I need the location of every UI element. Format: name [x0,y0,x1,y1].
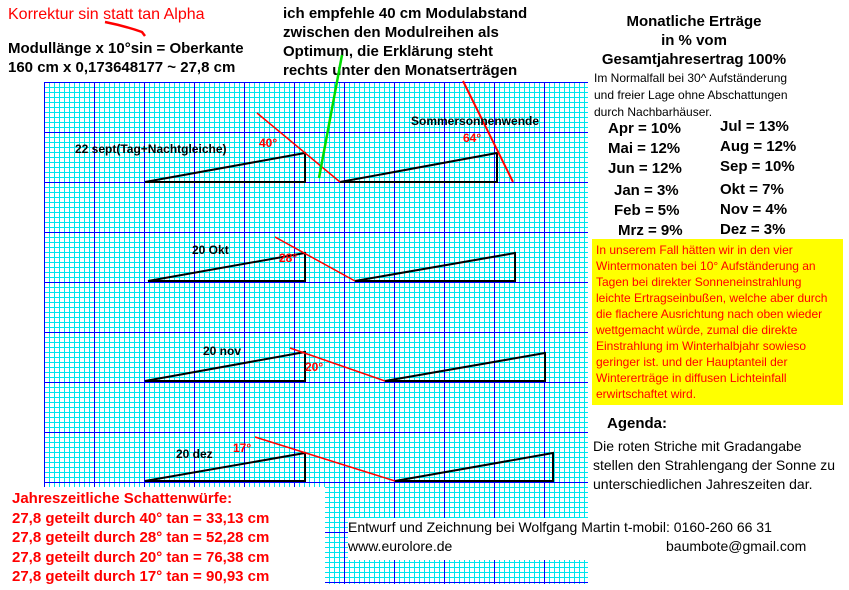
shadow-line: 27,8 geteilt durch 20° tan = 76,38 cm [12,548,270,566]
module-row-dez-1 [144,451,306,482]
winter-note: In unserem Fall hätten wir in den vier W… [592,239,843,405]
yields-title-line: in % vom [661,32,727,49]
yield-value: Nov = 4% [720,201,788,218]
shadows-title: Jahreszeitliche Schattenwürfe: [12,490,233,507]
recommendation-line: ich empfehle 40 cm Modulabstand [283,5,528,22]
recommendation-line: zwischen den Modulreihen als [283,24,499,41]
website-link[interactable]: www.eurolore.de [348,538,453,554]
yield-value: Dez = 3% [720,221,786,238]
sun-ray-summer [462,80,514,183]
yields-note-line: durch Nachbarhäuser. [594,105,713,119]
recommendation-line: rechts unter den Monatserträgen [283,62,518,79]
yields-right-column: Jul = 13% Aug = 12% Sep = 10% Okt = 7% N… [720,117,796,240]
shadow-calculations: Jahreszeitliche Schattenwürfe: 27,8 gete… [0,487,325,590]
yields-title-line: Monatliche Erträge [626,13,762,30]
yield-value: Jan = 3% [614,182,679,199]
sun-ray-okt [274,236,356,282]
shadow-line: 27,8 geteilt durch 28° tan = 52,28 cm [12,529,270,546]
shadow-line: 27,8 geteilt durch 17° tan = 90,93 cm [12,568,270,585]
angle-label-sept: 40° [259,136,278,150]
recommendation-line: Optimum, die Erklärung steht [283,43,494,60]
yields-title: Monatliche Erträge in % vom Gesamtjahres… [594,12,794,69]
yield-value: Mrz = 9% [618,222,683,239]
yield-value: Jun = 12% [608,160,682,177]
yields-note-line: und freier Lage ohne Abschattungen [594,88,788,102]
formula-line-2: 160 cm x 0,173648177 ~ 27,8 cm [8,59,236,76]
module-row-nov-2 [384,351,546,382]
yield-value: Okt = 7% [720,181,784,198]
row-label-sept: 22 sept(Tag+Nachtgleiche) [75,142,227,156]
module-row-sept-1 [144,151,306,183]
yield-value: Apr = 10% [608,120,681,137]
credits-line: Entwurf und Zeichnung bei Wolfgang Marti… [348,519,772,535]
yields-note-line: Im Normalfall bei 30^ Aufständerung [594,71,788,85]
module-row-okt-1 [147,251,306,282]
angle-label-okt: 28° [279,251,298,265]
correction-pointer [104,20,146,37]
sun-ray-dez [254,436,396,482]
formula-line-1: Modullänge x 10°sin = Oberkante [8,40,244,57]
angle-label-nov: 20° [305,360,324,374]
shadow-line: 27,8 geteilt durch 40° tan = 33,13 cm [12,509,270,527]
yield-value: Aug = 12% [720,138,797,155]
row-label-nov: 20 nov [203,344,242,358]
angle-label-summer: 64° [463,131,482,145]
module-row-okt-2 [354,251,516,282]
agenda-title: Agenda: [607,415,667,432]
recommendation-text: ich empfehle 40 cm Modulabstand zwischen… [283,4,527,80]
correction-note: Korrektur sin statt tan Alpha [8,6,205,23]
module-row-dez-2 [394,451,554,482]
row-label-dez: 20 dez [176,447,213,461]
summer-label: Sommersonnenwende [411,114,540,128]
angle-label-dez: 17° [233,441,252,455]
email-link[interactable]: baumbote@gmail.com [666,538,807,554]
row-label-okt: 20 Okt [192,243,229,257]
yields-left-column: Apr = 10% Mai = 12% Jun = 12% Jan = 3% F… [608,119,683,241]
module-row-sept-2 [339,151,498,183]
yields-title-line: Gesamtjahresertrag 100% [601,51,787,68]
agenda-text: Die roten Striche mit Gradangabe stellen… [593,438,836,492]
yields-note: Im Normalfall bei 30^ Aufständerung und … [594,70,788,121]
yield-value: Mai = 12% [608,140,681,157]
sun-ray-sept [256,112,341,183]
credits: Entwurf und Zeichnung bei Wolfgang Marti… [348,518,849,560]
yield-value: Jul = 13% [720,118,789,135]
yield-value: Feb = 5% [614,202,680,219]
spacing-indicator-line [317,54,344,179]
sun-ray-nov [289,347,386,382]
yield-value: Sep = 10% [720,158,795,175]
module-row-nov-1 [144,350,306,382]
